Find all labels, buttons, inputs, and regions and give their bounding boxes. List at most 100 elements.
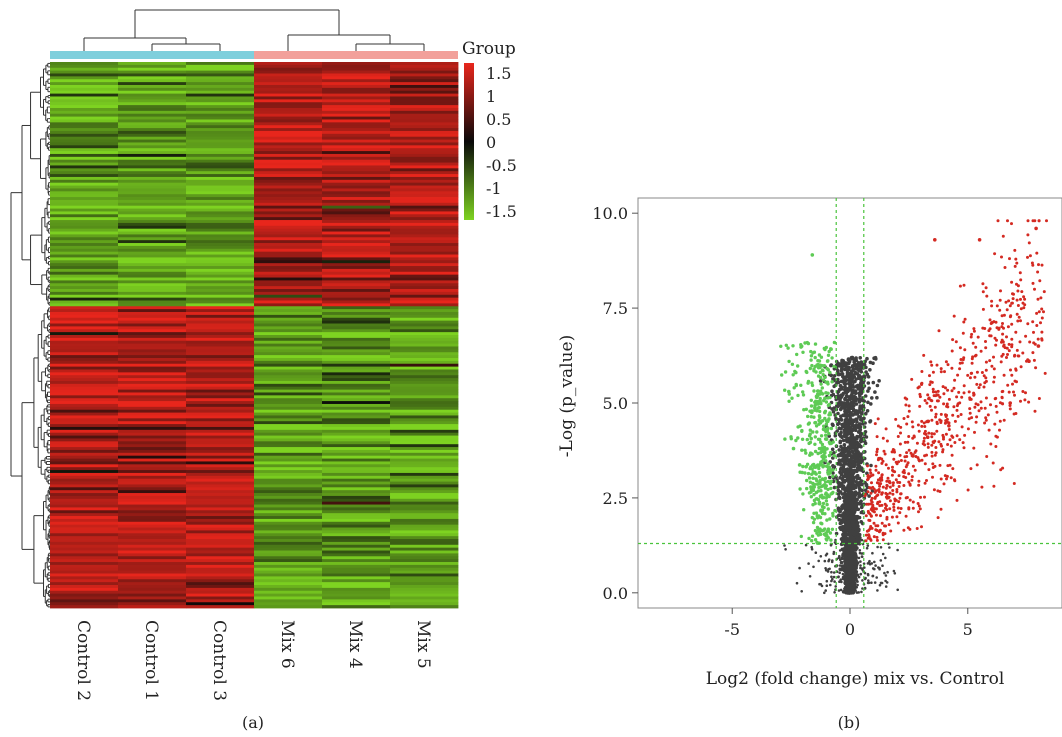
volcano-point [873, 390, 877, 394]
heatmap-cell [322, 556, 390, 559]
volcano-point [1007, 299, 1010, 302]
volcano-point [1001, 396, 1004, 399]
volcano-point [802, 508, 805, 511]
volcano-point [867, 573, 870, 576]
volcano-point [983, 386, 986, 389]
volcano-point [837, 489, 841, 493]
volcano-point [875, 514, 878, 517]
heatmap-cell [50, 332, 118, 335]
heatmap-cell [390, 559, 458, 562]
volcano-point [955, 395, 958, 398]
heatmap-cell [390, 461, 458, 464]
volcano-point [849, 387, 853, 391]
heatmap-cell [118, 539, 186, 542]
volcano-point [983, 422, 986, 425]
heatmap-cell [118, 470, 186, 473]
heatmap-cell [118, 177, 186, 180]
heatmap-cell [322, 257, 390, 260]
heatmap-cell [322, 79, 390, 82]
heatmap-cell [50, 257, 118, 260]
heatmap-cell [118, 490, 186, 493]
heatmap-cell [186, 292, 254, 295]
heatmap-cell [254, 493, 322, 496]
heatmap-cell [322, 117, 390, 120]
heatmap-cell [322, 140, 390, 143]
heatmap-cell [50, 536, 118, 539]
heatmap-cell [50, 571, 118, 574]
volcano-point [845, 547, 848, 550]
heatmap-cell [390, 194, 458, 197]
heatmap-cell [390, 401, 458, 404]
volcano-point [941, 450, 944, 453]
heatmap-cell [254, 324, 322, 327]
volcano-point [851, 497, 855, 501]
volcano-point [839, 522, 843, 526]
volcano-point [917, 484, 920, 487]
heatmap-cell [50, 349, 118, 352]
volcano-point [824, 567, 827, 570]
heatmap-cell [50, 338, 118, 341]
heatmap-cell [186, 528, 254, 531]
volcano-point [829, 451, 832, 454]
heatmap-cell [254, 418, 322, 421]
volcano-point [845, 462, 849, 466]
heatmap-cell [186, 556, 254, 559]
heatmap-cell [254, 415, 322, 418]
volcano-point [881, 564, 884, 567]
volcano-point [866, 373, 870, 377]
heatmap-cell [50, 484, 118, 487]
heatmap-cell [254, 433, 322, 436]
volcano-point [855, 454, 859, 458]
heatmap-cell [390, 211, 458, 214]
volcano-point [828, 476, 832, 480]
volcano-point [816, 359, 819, 362]
heatmap-cell [118, 163, 186, 166]
heatmap-cell [186, 510, 254, 513]
heatmap-cell [254, 137, 322, 140]
heatmap-cell [254, 298, 322, 301]
heatmap-cell [322, 533, 390, 536]
volcano-point [912, 507, 915, 510]
heatmap-cell [118, 102, 186, 105]
volcano-point [815, 472, 818, 475]
heatmap-cell [50, 211, 118, 214]
heatmap-cell [118, 502, 186, 505]
heatmap-cell [254, 349, 322, 352]
volcano-point [815, 409, 818, 412]
volcano-point [826, 360, 829, 363]
heatmap-cell [322, 134, 390, 137]
heatmap-cell [322, 145, 390, 148]
volcano-point [848, 552, 851, 555]
heatmap-cell [254, 303, 322, 306]
volcano-point [1033, 219, 1036, 222]
volcano-point [818, 471, 821, 474]
heatmap-cell [50, 335, 118, 338]
volcano-point [845, 517, 849, 521]
volcano-point [1013, 482, 1016, 485]
volcano-point [837, 390, 841, 394]
volcano-point [872, 381, 876, 385]
heatmap-cell [390, 157, 458, 160]
volcano-point [814, 435, 817, 438]
heatmap-cell [254, 605, 322, 608]
heatmap-cell [390, 180, 458, 183]
heatmap-cell [254, 283, 322, 286]
heatmap-cell [118, 407, 186, 410]
heatmap-cell [390, 441, 458, 444]
heatmap-cell [254, 585, 322, 588]
heatmap-cell [254, 536, 322, 539]
volcano-point [1014, 331, 1017, 334]
volcano-point [859, 573, 862, 576]
volcano-point [865, 539, 868, 542]
heatmap-cell [390, 272, 458, 275]
heatmap-cell [50, 306, 118, 309]
heatmap-cell [50, 194, 118, 197]
heatmap-cell [322, 493, 390, 496]
heatmap-cell [390, 160, 458, 163]
volcano-point [869, 471, 872, 474]
heatmap-cell [390, 148, 458, 151]
volcano-point [830, 427, 833, 430]
heatmap-cell [254, 217, 322, 220]
volcano-point [843, 424, 847, 428]
heatmap-cell [118, 73, 186, 76]
